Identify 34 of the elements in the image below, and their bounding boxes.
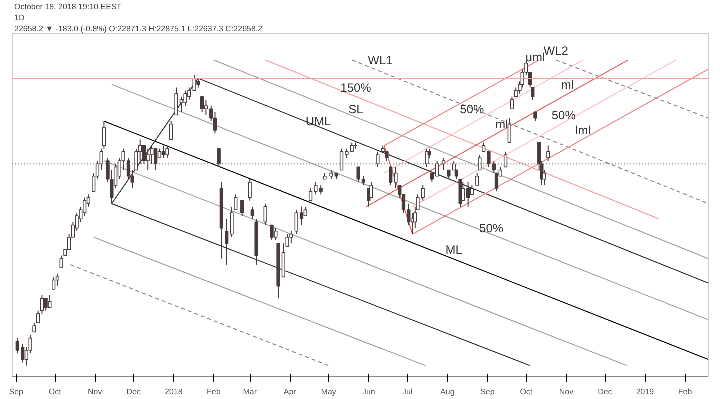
text: 1D (14, 14, 25, 22)
annotation: SL (348, 102, 364, 116)
x-tick-label: Jun (362, 388, 376, 396)
x-tick-label: Nov (88, 388, 102, 396)
text: 22658.2 ▼ -183.0 (-0.8%) O:22871.3 H:22875.1 L:22637.3 C:22658.2 (14, 24, 264, 34)
annotation: 50% (552, 108, 576, 122)
x-tick-label: Oct (520, 388, 534, 396)
annotation: ml (561, 78, 574, 92)
annotation: UML (306, 114, 332, 129)
x-tick-label: Sep (9, 388, 24, 396)
x-tick-label: Mar (243, 388, 258, 396)
x-tick-label: 2018 (165, 388, 184, 396)
x-tick-label: Feb (207, 388, 222, 396)
annotation: 50% (460, 102, 485, 116)
annotation: 150% (340, 80, 372, 95)
annotation: WL2 (544, 44, 569, 58)
x-tick-label: Apr (284, 388, 297, 396)
annotation: WL1 (368, 53, 394, 68)
x-tick-label: Nov (559, 388, 574, 396)
annotation: uml (526, 50, 546, 64)
x-tick-label: Jul (402, 388, 413, 396)
x-tick-label: Sep (480, 388, 496, 396)
annotation: 50% (480, 221, 504, 236)
x-tick-label: May (321, 388, 336, 396)
annotation: ml (496, 118, 508, 132)
x-tick-label: Dec (126, 388, 141, 396)
x-tick-label: Oct (48, 388, 62, 396)
text: October 18, 2018 19:10 EEST (14, 2, 122, 12)
x-tick-label: Aug (440, 388, 455, 396)
annotation: ML (446, 242, 463, 257)
annotation: lml (576, 124, 591, 138)
x-tick-label: Feb (678, 388, 693, 396)
x-tick-label: Dec (598, 388, 612, 396)
x-tick-label: 2019 (636, 388, 655, 396)
